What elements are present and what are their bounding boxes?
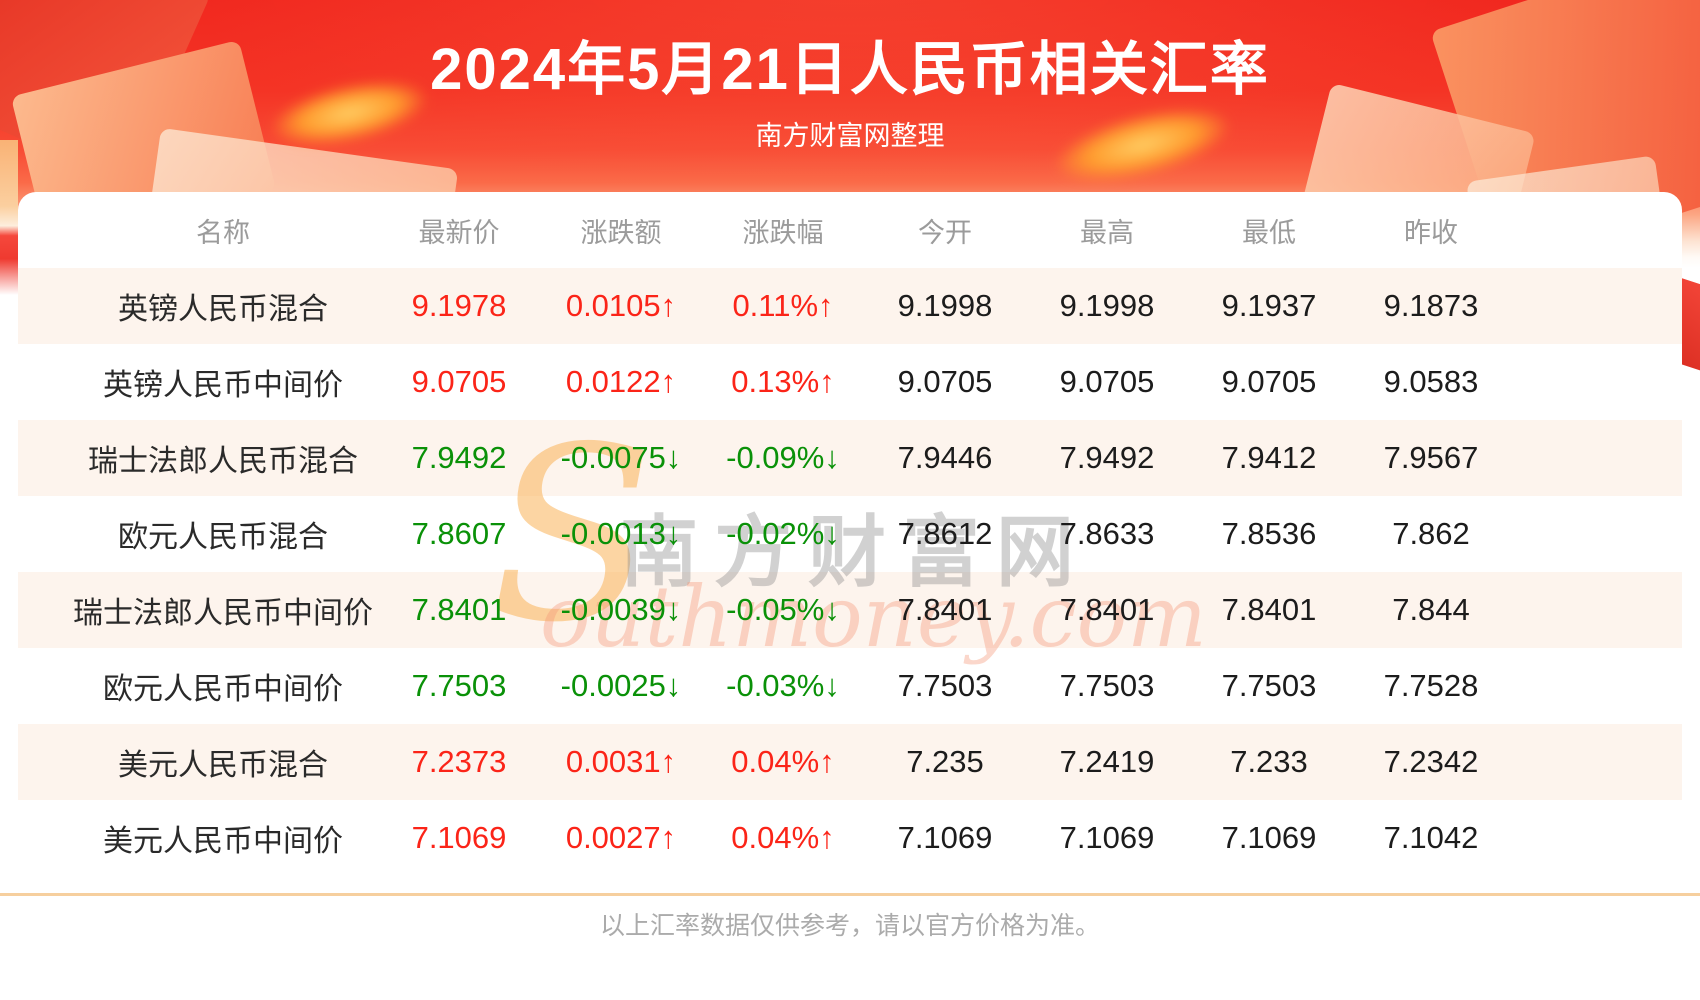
col-header-change: 涨跌额	[580, 217, 662, 248]
high-price: 7.7503	[1059, 668, 1155, 703]
change-amount: -0.0039↓	[560, 592, 682, 627]
change-amount: -0.0075↓	[560, 440, 682, 475]
disclaimer-text: 以上汇率数据仅供参考，请以官方价格为准。	[599, 912, 1100, 940]
col-header-open: 今开	[918, 217, 972, 248]
low-price: 7.233	[1230, 744, 1308, 779]
col-header-prev-close: 昨收	[1404, 217, 1458, 248]
change-amount: 0.0027↑	[565, 820, 677, 855]
open-price: 7.235	[906, 744, 984, 779]
col-header-name: 名称	[196, 217, 250, 248]
open-price: 7.8401	[897, 592, 993, 627]
pair-name: 瑞士法郎人民币中间价	[73, 597, 373, 630]
change-percent: -0.05%↓	[726, 592, 840, 627]
change-percent: 0.04%↑	[731, 820, 835, 855]
high-price: 7.9492	[1059, 440, 1155, 475]
change-amount: 0.0031↑	[565, 744, 677, 779]
pair-name: 英镑人民币混合	[118, 293, 328, 326]
col-header-latest: 最新价	[418, 217, 500, 248]
prev-close-price: 7.9567	[1383, 440, 1479, 475]
prev-close-price: 7.844	[1392, 592, 1470, 627]
pair-name: 欧元人民币混合	[118, 521, 328, 554]
open-price: 7.9446	[897, 440, 993, 475]
prev-close-price: 7.862	[1392, 516, 1470, 551]
open-price: 9.0705	[897, 364, 993, 399]
table-row: 欧元人民币混合 7.8607 -0.0013↓ -0.02%↓ 7.8612 7…	[18, 496, 1682, 572]
pair-name: 瑞士法郎人民币混合	[88, 445, 358, 478]
prev-close-price: 9.0583	[1383, 364, 1479, 399]
pair-name: 美元人民币混合	[118, 749, 328, 782]
table-row: 英镑人民币混合 9.1978 0.0105↑ 0.11%↑ 9.1998 9.1…	[18, 268, 1682, 344]
change-percent: -0.09%↓	[726, 440, 840, 475]
change-percent: 0.11%↑	[732, 288, 834, 323]
high-price: 9.0705	[1059, 364, 1155, 399]
low-price: 9.1937	[1221, 288, 1317, 323]
prev-close-price: 7.1042	[1383, 820, 1479, 855]
pair-name: 英镑人民币中间价	[103, 369, 343, 402]
col-header-low: 最低	[1242, 217, 1296, 248]
table-row: 欧元人民币中间价 7.7503 -0.0025↓ -0.03%↓ 7.7503 …	[18, 648, 1682, 724]
latest-price: 9.0705	[411, 364, 507, 399]
latest-price: 7.1069	[411, 820, 507, 855]
prev-close-price: 7.2342	[1383, 744, 1479, 779]
change-amount: 0.0105↑	[565, 288, 677, 323]
low-price: 7.7503	[1221, 668, 1317, 703]
low-price: 7.9412	[1221, 440, 1317, 475]
latest-price: 7.9492	[411, 440, 507, 475]
low-price: 7.8401	[1221, 592, 1317, 627]
page-subtitle: 南方财富网整理	[755, 121, 945, 151]
high-price: 7.8401	[1059, 592, 1155, 627]
col-header-change-pct: 涨跌幅	[742, 217, 824, 248]
open-price: 7.1069	[897, 820, 993, 855]
change-amount: 0.0122↑	[565, 364, 677, 399]
change-percent: 0.04%↑	[731, 744, 835, 779]
rates-table: 名称 最新价 涨跌额 涨跌幅 今开 最高 最低 昨收 英镑人民币混合 9.197…	[18, 192, 1682, 876]
high-price: 7.8633	[1059, 516, 1155, 551]
change-amount: -0.0013↓	[560, 516, 682, 551]
open-price: 7.8612	[897, 516, 993, 551]
table-row: 美元人民币混合 7.2373 0.0031↑ 0.04%↑ 7.235 7.24…	[18, 724, 1682, 800]
pair-name: 欧元人民币中间价	[103, 673, 343, 706]
change-percent: 0.13%↑	[731, 364, 835, 399]
high-price: 7.2419	[1059, 744, 1155, 779]
footer-divider	[0, 893, 1700, 896]
high-price: 7.1069	[1059, 820, 1155, 855]
prev-close-price: 7.7528	[1383, 668, 1479, 703]
table-header-row: 名称 最新价 涨跌额 涨跌幅 今开 最高 最低 昨收	[18, 192, 1682, 268]
latest-price: 7.8607	[411, 516, 507, 551]
low-price: 7.8536	[1221, 516, 1317, 551]
latest-price: 7.7503	[411, 668, 507, 703]
high-price: 9.1998	[1059, 288, 1155, 323]
change-amount: -0.0025↓	[560, 668, 682, 703]
low-price: 7.1069	[1221, 820, 1317, 855]
table-row: 瑞士法郎人民币混合 7.9492 -0.0075↓ -0.09%↓ 7.9446…	[18, 420, 1682, 496]
latest-price: 7.8401	[411, 592, 507, 627]
open-price: 7.7503	[897, 668, 993, 703]
prev-close-price: 9.1873	[1383, 288, 1479, 323]
table-row: 瑞士法郎人民币中间价 7.8401 -0.0039↓ -0.05%↓ 7.840…	[18, 572, 1682, 648]
col-header-high: 最高	[1080, 217, 1134, 248]
table-row: 英镑人民币中间价 9.0705 0.0122↑ 0.13%↑ 9.0705 9.…	[18, 344, 1682, 420]
change-percent: -0.02%↓	[726, 516, 840, 551]
pair-name: 美元人民币中间价	[103, 825, 343, 858]
latest-price: 7.2373	[411, 744, 507, 779]
table-row: 美元人民币中间价 7.1069 0.0027↑ 0.04%↑ 7.1069 7.…	[18, 800, 1682, 876]
page-title: 2024年5月21日人民币相关汇率	[430, 37, 1270, 102]
low-price: 9.0705	[1221, 364, 1317, 399]
open-price: 9.1998	[897, 288, 993, 323]
change-percent: -0.03%↓	[726, 668, 840, 703]
latest-price: 9.1978	[411, 288, 507, 323]
